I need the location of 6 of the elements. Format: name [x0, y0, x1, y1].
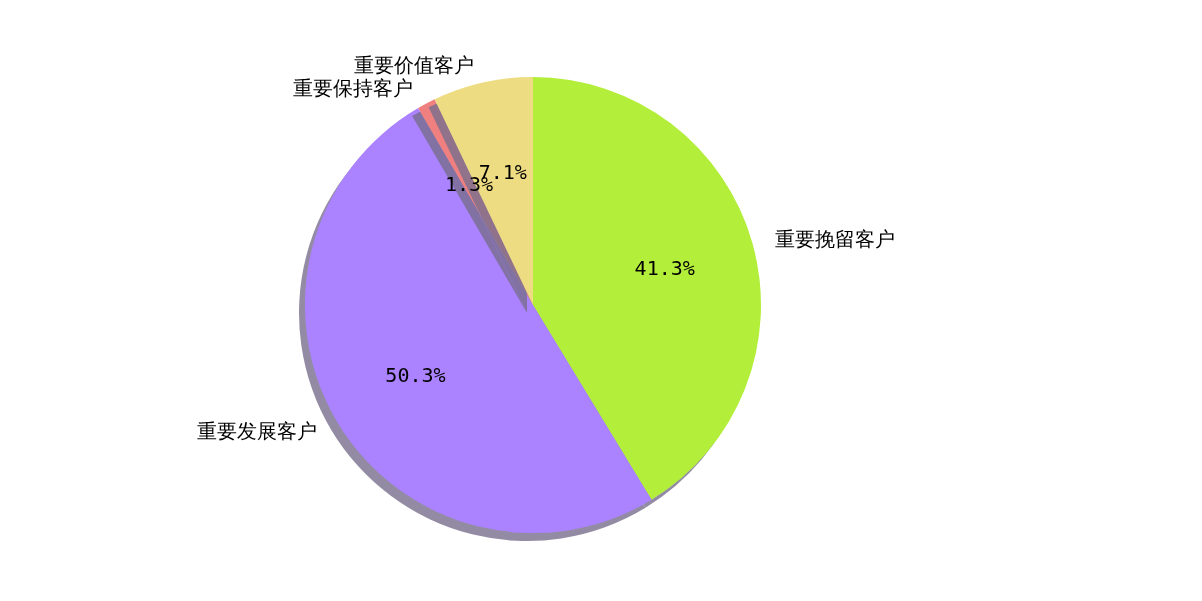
slice-label: 重要发展客户	[196, 418, 317, 443]
data-label: 50.3%	[385, 363, 446, 388]
slice-label: 重要保持客户	[292, 75, 413, 100]
data-label: 41.3%	[634, 256, 695, 281]
slice-label: 重要挽留客户	[774, 226, 895, 251]
slice-label: 重要价值客户	[353, 53, 474, 78]
